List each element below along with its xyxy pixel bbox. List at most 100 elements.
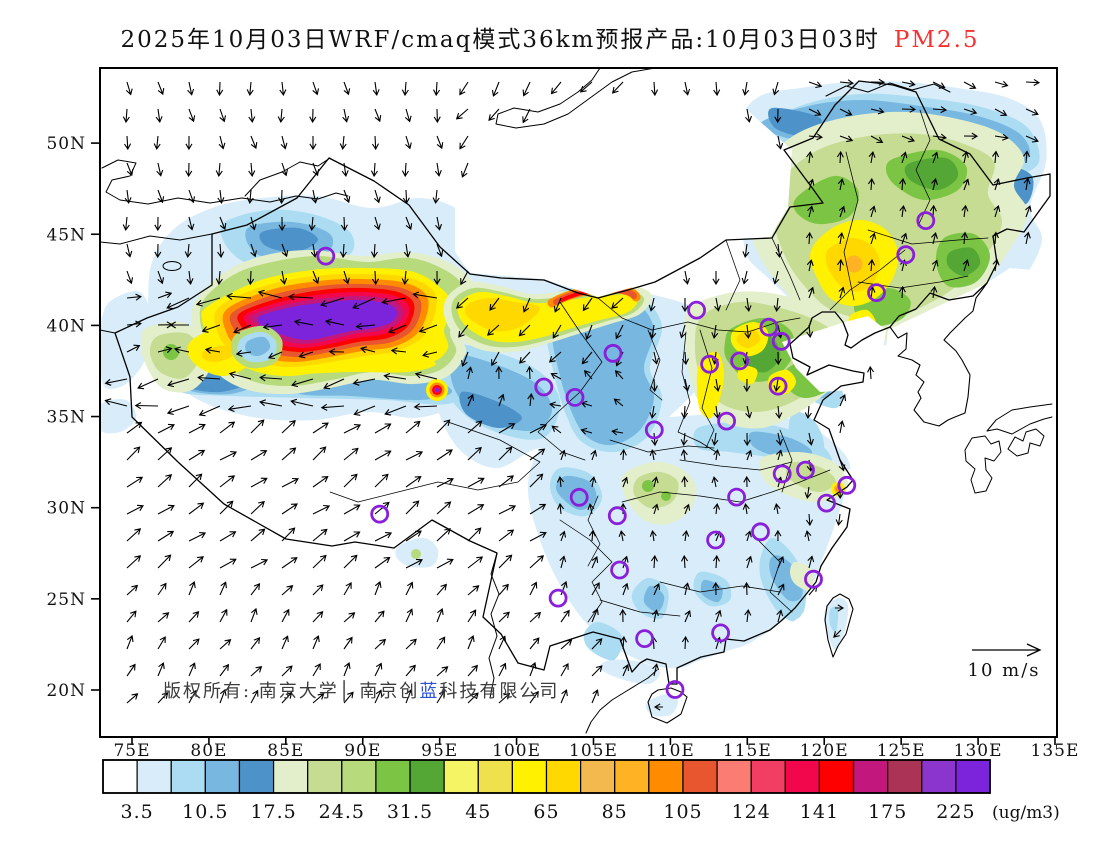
province-borders [329,109,989,623]
x-axis-label: 85E [267,741,304,761]
station-marker [727,487,746,507]
plot-frame [99,67,1058,738]
x-axis: 75E 80E 85E 90E 95E 100E 105E 110E 115E 120E 125E 1… [113,737,1080,761]
colorbar-tick-label: 65 [533,801,559,823]
colorbar-tick-label: 17.5 [250,801,296,823]
x-axis-label: 135E [1031,741,1080,761]
x-axis-label: 130E [954,741,1003,761]
x-axis-label: 80E [190,741,227,761]
colorbar-segment [818,759,855,794]
colorbar-segment [204,759,241,794]
colorbar-tick-label: 31.5 [387,801,433,823]
x-axis-label: 110E [646,741,695,761]
station-marker [316,246,336,266]
colorbar-tick-label: 45 [465,801,491,823]
station-marker [665,680,685,699]
colorbar-tick-label: 3.5 [120,801,153,823]
contour-fills [100,81,1047,685]
colorbar-segment [136,759,172,794]
station-markers [316,211,936,699]
colorbar-segment [272,759,309,794]
colorbar-segment [170,759,206,794]
wind-vectors [104,78,1041,711]
title-text: 2025年10月03日WRF/cmaq模式36km预报产品:10月03日03时 [120,27,880,53]
station-marker [768,376,788,396]
colorbar-segment [716,759,752,794]
colorbar-segment [750,759,786,794]
colorbar-tick-label: 85 [602,801,628,823]
colorbar-segment [887,759,923,794]
station-marker [896,245,916,265]
x-axis-label: 90E [344,741,381,761]
station-marker [837,475,857,495]
colorbar-segment [648,759,684,794]
y-axis-label: 45N [46,225,86,245]
colorbar-tick-label: 225 [936,801,975,823]
colorbar-unit: (ug/m3) [992,803,1060,823]
x-axis-label: 115E [723,741,772,761]
colorbar-segment [375,759,411,794]
station-marker [771,331,791,351]
copyright-divider: │ [338,681,352,702]
station-marker [534,377,554,397]
x-axis-label: 100E [492,741,541,761]
station-marker [370,504,390,524]
copyright-company-blue: 蓝 [419,681,440,702]
station-marker [717,411,736,431]
colorbar-tick-label: 124 [732,801,771,823]
station-marker [569,487,589,507]
colorbar-segment [341,759,377,794]
station-marker [610,560,629,580]
station-marker [687,300,706,320]
station-marker [759,317,779,337]
station-marker [635,629,654,648]
colorbar-tick-label: 10.5 [182,801,228,823]
map-canvas: 10 m/s [100,68,1057,737]
island-fills [645,597,849,717]
colorbar-segment [545,759,582,794]
station-marker [730,351,749,371]
x-axis-label: 75E [113,741,150,761]
copyright-company-a: 南京创 [351,681,420,702]
title-pollutant-label: PM2.5 [893,27,980,53]
copyright-company-b: 科技有限公司 [439,681,560,702]
colorbar-tick-label: 141 [800,801,839,823]
station-marker [804,569,823,589]
station-marker [796,460,815,480]
station-marker [751,522,770,542]
y-axis-label: 40N [46,316,86,336]
station-marker [706,530,725,550]
colorbar-segment [238,759,275,794]
wind-speed-label: 10 m/s [968,660,1041,681]
station-marker [700,354,719,374]
x-axis-label: 105E [569,741,618,761]
station-marker [644,420,664,440]
copyright-line: 版权所有: 南京大学│ 南京创蓝科技有限公司 [163,677,559,703]
station-marker [548,588,568,608]
colorbar: 3.5 10.5 17.5 24.5 31.5 45 65 85 105 124 141 175 225… [102,759,1060,823]
colorbar-segment [102,759,138,794]
colorbar-segment [307,759,343,794]
colorbar-segment [580,759,616,794]
station-marker [607,506,627,526]
station-marker [817,493,836,513]
colorbar-segment [614,759,650,794]
colorbar-tick-label: 175 [868,801,907,823]
colorbar-segment [682,759,718,794]
colorbar-tick-label: 105 [663,801,702,823]
station-marker [565,387,585,407]
y-axis-label: 50N [46,134,86,154]
station-marker [603,343,623,363]
colorbar-tick-label: 24.5 [319,801,365,823]
station-marker [772,464,792,484]
colorbar-segment [443,759,479,794]
y-axis: 50N 45N 40N 35N 30N 25N 20N [46,134,100,701]
colorbar-segment [477,759,513,794]
copyright-owner: 版权所有: 南京大学 [163,681,339,702]
y-axis-label: 20N [46,681,86,701]
station-marker [711,623,730,643]
colorbar-segment [409,759,445,794]
x-axis-label: 120E [800,741,849,761]
x-axis-label: 95E [421,741,458,761]
